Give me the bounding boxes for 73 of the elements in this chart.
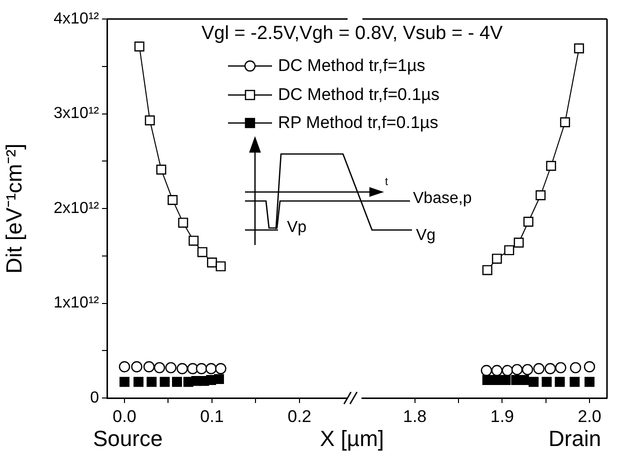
point: [504, 245, 514, 256]
point: [502, 364, 514, 376]
point: [570, 376, 580, 387]
point: [197, 247, 208, 258]
point: [574, 43, 584, 54]
point: [207, 258, 217, 268]
y-tick-label: 1x10¹²: [54, 294, 100, 312]
x-tick-label: 1.9: [490, 406, 514, 426]
y-axis-title: Dit [eV⁻¹cm⁻²]: [1, 143, 26, 274]
point: [144, 115, 155, 126]
y-tick-label: 2x10¹²: [54, 200, 100, 217]
point: [523, 216, 534, 227]
point: [491, 364, 503, 376]
x-tick-label: 0.2: [288, 406, 312, 426]
point: [570, 362, 582, 374]
point: [511, 364, 523, 376]
point: [536, 190, 546, 200]
text: Drain: [548, 426, 602, 451]
point: [492, 254, 502, 264]
point: [555, 362, 566, 374]
point: [160, 376, 170, 387]
point: [560, 117, 570, 128]
point: [544, 363, 556, 374]
point: [178, 218, 188, 228]
x-tick-label: 2.0: [578, 406, 602, 426]
annotation: t: [385, 176, 388, 188]
point: [168, 194, 178, 205]
point: [584, 376, 595, 387]
point: [482, 265, 492, 276]
point: [546, 160, 556, 171]
point: [143, 361, 155, 372]
x-axis-title: X [µm]: [320, 426, 384, 451]
annotation: Vg: [416, 227, 436, 244]
point: [533, 363, 544, 374]
point: [206, 363, 217, 374]
annotation: Vgl = -2.5V,Vgh = 0.8V, Vsub = - 4V: [202, 23, 503, 44]
point: [528, 376, 539, 387]
point: [172, 376, 182, 387]
point: [154, 362, 166, 374]
point: [165, 362, 176, 374]
point: [514, 238, 524, 248]
point: [215, 363, 226, 374]
point: [214, 374, 224, 384]
text: Source: [93, 426, 163, 451]
point: [554, 376, 565, 387]
point: [134, 41, 144, 52]
legend-label: RP Method tr,f=0.1µs: [278, 113, 438, 133]
point: [176, 363, 188, 374]
point: [584, 361, 596, 372]
point: [480, 364, 492, 376]
legend-label: DC Method tr,f=1µs: [278, 56, 426, 76]
point: [118, 361, 130, 372]
point: [156, 164, 166, 175]
point: [188, 236, 199, 246]
x-tick-label: 0.1: [200, 406, 224, 426]
y-tick-label: 4x10¹²: [54, 10, 100, 28]
point: [491, 375, 502, 385]
y-tick-label: 3x10¹²: [54, 105, 100, 122]
point: [522, 364, 534, 376]
annotation: Vp: [287, 219, 307, 236]
point: [120, 376, 130, 387]
x-tick-label: 1.8: [402, 406, 427, 426]
point: [146, 376, 157, 387]
y-tick-label: 0: [90, 389, 100, 406]
point: [542, 376, 552, 387]
x-tick-label: 0.0: [112, 406, 136, 426]
annotation: Vbase,p: [413, 190, 472, 207]
point: [131, 361, 142, 372]
legend-label: DC Method tr,f=0.1µs: [278, 84, 440, 104]
point: [196, 363, 208, 374]
point: [216, 261, 226, 272]
point: [500, 375, 511, 385]
point: [134, 376, 144, 387]
